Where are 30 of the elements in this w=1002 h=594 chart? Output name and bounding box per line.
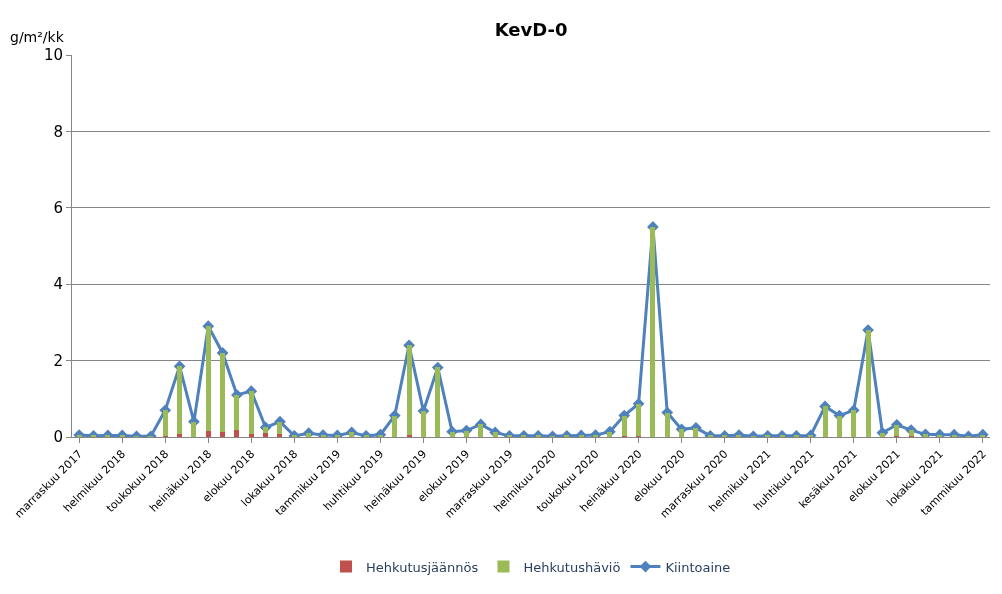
bar [306, 433, 312, 437]
bar [234, 430, 240, 437]
bar [951, 434, 957, 437]
y-tick-label: 0 [53, 428, 63, 447]
y-tick-label: 8 [53, 122, 63, 141]
bar [248, 433, 254, 437]
y-tick-label: 10 [43, 46, 63, 65]
bar [263, 433, 269, 437]
bar [922, 434, 928, 437]
bar [492, 432, 498, 437]
legend-label: Hehkutushäviö [523, 559, 621, 575]
legend-label: Kiintoaine [665, 559, 731, 575]
bar [377, 434, 383, 437]
bar [879, 432, 885, 437]
bar [980, 434, 986, 437]
chart-title: KevD-0 [494, 19, 568, 41]
bar [177, 434, 183, 437]
bar [220, 431, 226, 437]
bar [908, 430, 914, 436]
legend-label: Hehkutusjäännös [366, 559, 479, 575]
y-tick-label: 2 [53, 351, 63, 370]
y-tick-label: 4 [53, 275, 63, 294]
bar [607, 431, 613, 437]
bar [449, 431, 455, 437]
bar [937, 434, 943, 437]
bar [205, 431, 211, 437]
bar [349, 432, 355, 437]
y-tick-label: 6 [53, 199, 63, 218]
bar [277, 434, 283, 437]
y-axis-title: g/m²/kk [10, 29, 65, 45]
